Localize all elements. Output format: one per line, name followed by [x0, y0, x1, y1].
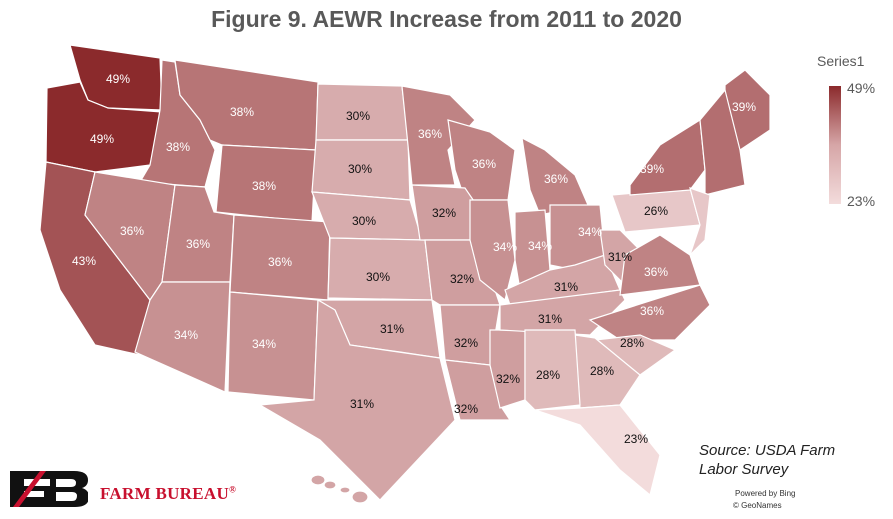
- state-label-ms: 32%: [496, 372, 520, 386]
- state-label-ca: 43%: [72, 254, 96, 268]
- state-label-mt: 38%: [230, 105, 254, 119]
- hawaii-island-1: [323, 480, 337, 490]
- state-label-sd: 30%: [348, 162, 372, 176]
- state-label-oh: 34%: [578, 225, 602, 239]
- state-label-ga: 28%: [590, 364, 614, 378]
- powered-by-text: Powered by Bing: [735, 489, 796, 498]
- state-label-nv: 36%: [120, 224, 144, 238]
- state-ks: [327, 237, 433, 301]
- state-label-mi: 36%: [544, 172, 568, 186]
- state-label-mn: 36%: [418, 127, 442, 141]
- state-label-sc: 28%: [620, 336, 644, 350]
- state-label-co: 36%: [268, 255, 292, 269]
- state-va: [619, 234, 701, 296]
- state-label-wv: 31%: [608, 250, 632, 264]
- state-label-az: 34%: [174, 328, 198, 342]
- state-label-va: 36%: [644, 265, 668, 279]
- state-label-wa: 49%: [106, 72, 130, 86]
- hawaii-island-0: [310, 474, 326, 486]
- brand-name: FARM BUREAU®: [100, 484, 236, 504]
- state-ny: [629, 118, 706, 196]
- state-label-ny: 39%: [640, 162, 664, 176]
- state-az: [134, 281, 231, 393]
- state-label-mo: 32%: [450, 272, 474, 286]
- state-label-tn: 31%: [538, 312, 562, 326]
- state-label-ks: 30%: [366, 270, 390, 284]
- state-label-ia: 32%: [432, 206, 456, 220]
- state-label-tx: 31%: [350, 397, 374, 411]
- state-label-me: 39%: [732, 100, 756, 114]
- state-al: [524, 329, 581, 411]
- state-label-ky: 31%: [554, 280, 578, 294]
- state-label-ut: 36%: [186, 237, 210, 251]
- state-label-pa: 26%: [644, 204, 668, 218]
- state-fl: [534, 404, 661, 497]
- state-label-nd: 30%: [346, 109, 370, 123]
- state-label-wy: 38%: [252, 179, 276, 193]
- legend-max-label: 49%: [847, 80, 876, 96]
- state-tx: [258, 298, 456, 501]
- registered-mark: ®: [229, 484, 237, 495]
- state-label-al: 28%: [536, 368, 560, 382]
- state-label-id: 38%: [166, 140, 190, 154]
- farm-bureau-logo-icon: [10, 471, 88, 507]
- state-nc: [588, 284, 711, 341]
- state-ne_states: [699, 88, 746, 196]
- hawaii-island-3: [351, 490, 369, 504]
- state-mdnj: [689, 187, 711, 256]
- state-label-nc: 36%: [640, 304, 664, 318]
- legend-series-name: Series1: [817, 53, 865, 69]
- state-label-nm: 34%: [252, 337, 276, 351]
- legend-min-label: 23%: [847, 193, 876, 209]
- state-label-il: 34%: [493, 240, 517, 254]
- state-label-wi: 36%: [472, 157, 496, 171]
- hawaii-island-2: [339, 486, 351, 494]
- state-la: [444, 359, 512, 421]
- brand-text: FARM BUREAU: [100, 484, 230, 503]
- state-label-ne: 30%: [352, 214, 376, 228]
- state-il: [469, 199, 516, 302]
- state-label-fl: 23%: [624, 432, 648, 446]
- source-note: Source: USDA Farm Labor Survey: [699, 442, 836, 478]
- state-label-la: 32%: [454, 402, 478, 416]
- legend-color-scale: [829, 86, 841, 204]
- chart-title: Figure 9. AEWR Increase from 2011 to 202…: [211, 6, 682, 32]
- state-label-ok: 31%: [380, 322, 404, 336]
- attribution-text: © GeoNames: [733, 501, 782, 510]
- state-label-ar: 32%: [454, 336, 478, 350]
- state-label-in: 34%: [528, 239, 552, 253]
- state-label-or: 49%: [90, 132, 114, 146]
